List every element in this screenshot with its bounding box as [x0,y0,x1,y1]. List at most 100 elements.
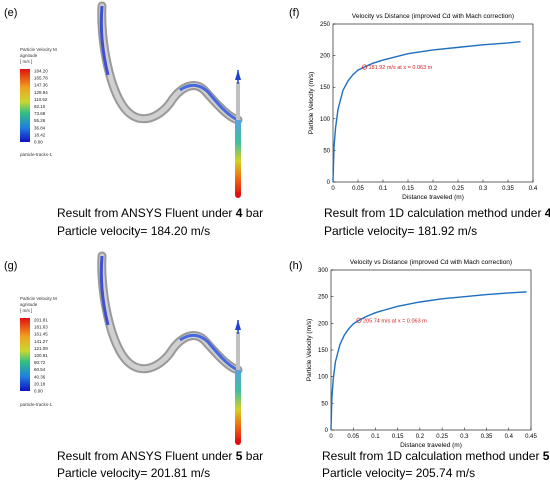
y-tick-label: 200 [320,54,331,60]
legend-title-2: agnitude [20,53,38,58]
legend-tick-label: 40.36 [34,374,46,379]
legend-title-2: agnitude [20,302,38,307]
velocity-series-line [330,291,527,431]
x-tick-label: 0.3 [460,434,469,440]
particle-track-inlet [99,5,110,76]
legend-tick-label: 121.09 [34,346,48,351]
vertical-pipe-velocity [235,120,241,195]
x-tick-label: 0.2 [429,186,438,192]
legend-tick-label: 165.78 [34,76,48,81]
y-axis-label: Particle Velocity (m/s) [306,319,313,382]
annotation-label: 205.74 m/s at x = 0.063 m [363,318,427,324]
legend-title-1: Particle Velocity M [20,296,57,301]
legend-title-3: [ m/s ] [20,308,32,313]
x-tick-label: 0 [331,186,335,192]
y-axis-label: Particle Velocity (m/s) [308,72,315,135]
y-tick-label: 150 [320,85,331,91]
caption-e-line1: Result from ANSYS Fluent under 4 bar [57,206,264,220]
legend-tick-label: 55.26 [34,118,46,123]
y-tick-label: 250 [320,22,331,28]
legend-ticks-e: 184.20 165.78 147.36 128.94 110.52 92.10 73.68… [34,69,48,145]
legend-color-bar [20,69,30,142]
velocity-chart-5bar: Velocity vs Distance (improved Cd with M… [275,248,550,453]
x-tick-label: 0.15 [402,186,414,192]
caption-g-line2: Particle velocity= 201.81 m/s [57,466,211,480]
y-tick-label: 200 [318,321,329,327]
legend-tick-label: 141.27 [34,339,48,344]
particle-track-mid [179,83,239,122]
legend-tick-label: 20.18 [34,381,46,386]
y-tick-label: 300 [318,268,329,274]
legend-ticks-g: 201.81 181.63 161.45 141.27 121.09 100.91 80.7… [34,318,48,394]
legend-tick-label: 184.20 [34,69,48,74]
velocity-series-line [332,41,521,183]
x-tick-label: 0.05 [347,434,359,440]
legend-tick-label: 161.45 [34,332,48,337]
velocity-chart-4bar: Velocity vs Distance (improved Cd with M… [275,0,550,205]
legend-text-e: Particle Velocity M agnitude [ m/s ] [20,47,57,64]
y-tick-label: 0 [327,180,331,186]
legend-footer: particle-tracks-1 [20,152,53,157]
x-tick-label: 0.05 [352,186,364,192]
y-tick-label: 100 [318,375,329,381]
caption-f-line2: Particle velocity= 181.92 m/s [324,224,478,238]
legend-tick-label: 80.72 [34,360,46,365]
x-tick-label: 0.25 [452,186,464,192]
caption-e-line2: Particle velocity= 184.20 m/s [57,224,211,238]
annotation-marker [356,317,362,323]
y-tick-label: 100 [320,117,331,123]
annotation-label: 181.92 m/s at x = 0.063 m [369,65,433,71]
legend-tick-label: 60.54 [34,367,46,372]
y-tick-label: 50 [323,148,330,154]
legend-tick-label: 0.00 [34,389,43,394]
annotation-marker [361,64,368,70]
y-tick-label: 0 [325,428,329,434]
x-tick-label: 0.2 [416,434,425,440]
x-tick-label: 0.35 [502,186,514,192]
x-tick-label: 0.35 [481,434,493,440]
chart-title: Velocity vs Distance (improved Cd with M… [352,13,514,20]
x-tick-label: 0.4 [505,434,514,440]
x-axis-label: Distance traveled (m) [402,194,464,201]
vertical-pipe-top [236,332,240,370]
plot-frame [332,23,534,183]
vertical-pipe-velocity [235,370,241,442]
y-tick-label: 50 [321,401,328,407]
cfd-particle-track-5bar: Particle Velocity M agnitude [ m/s ] 201… [0,250,275,455]
legend-tick-label: 201.81 [34,318,48,323]
outlet-point [235,192,241,198]
cfd-particle-track-4bar: Particle Velocity M agnitude [ m/s ] 184… [0,0,275,205]
legend-tick-label: 18.42 [34,132,46,137]
legend-title-3: [ m/s ] [20,59,32,64]
x-axis-label: Distance traveled (m) [400,442,462,449]
legend-tick-label: 0.00 [34,140,43,145]
x-tick-label: 0.3 [479,186,488,192]
x-tick-label: 0.1 [371,434,380,440]
legend-tick-label: 147.36 [34,83,48,88]
x-tick-label: 0.15 [392,434,404,440]
caption-h-line1: Result from 1D calculation method under … [322,449,550,463]
legend-color-bar [20,318,30,391]
chart-title: Velocity vs Distance (improved Cd with M… [350,259,512,266]
panel-label-e: (e) [4,7,18,19]
x-tick-label: 0.1 [379,186,388,192]
panel-label-h: (h) [289,260,303,272]
y-tick-label: 150 [318,348,329,354]
legend-title-1: Particle Velocity M [20,47,57,52]
caption-h-line2: Particle velocity= 205.74 m/s [322,466,476,480]
x-tick-label: 0.25 [436,434,448,440]
outlet-point [235,439,241,445]
caption-f-line1: Result from 1D calculation method under … [324,206,550,220]
legend-tick-label: 73.68 [34,111,46,116]
panel-label-f: (f) [289,7,300,19]
y-tick-label: 250 [318,295,329,301]
legend-text-g: Particle Velocity M agnitude [ m/s ] [20,296,57,313]
legend-tick-label: 181.63 [34,325,48,330]
particle-track-inlet [99,255,110,326]
x-tick-label: 0 [329,434,333,440]
panel-label-g: (g) [4,260,18,272]
legend-tick-label: 100.91 [34,353,48,358]
legend-tick-label: 36.84 [34,125,46,130]
vertical-pipe-top [236,82,240,120]
particle-track-mid [179,333,239,372]
